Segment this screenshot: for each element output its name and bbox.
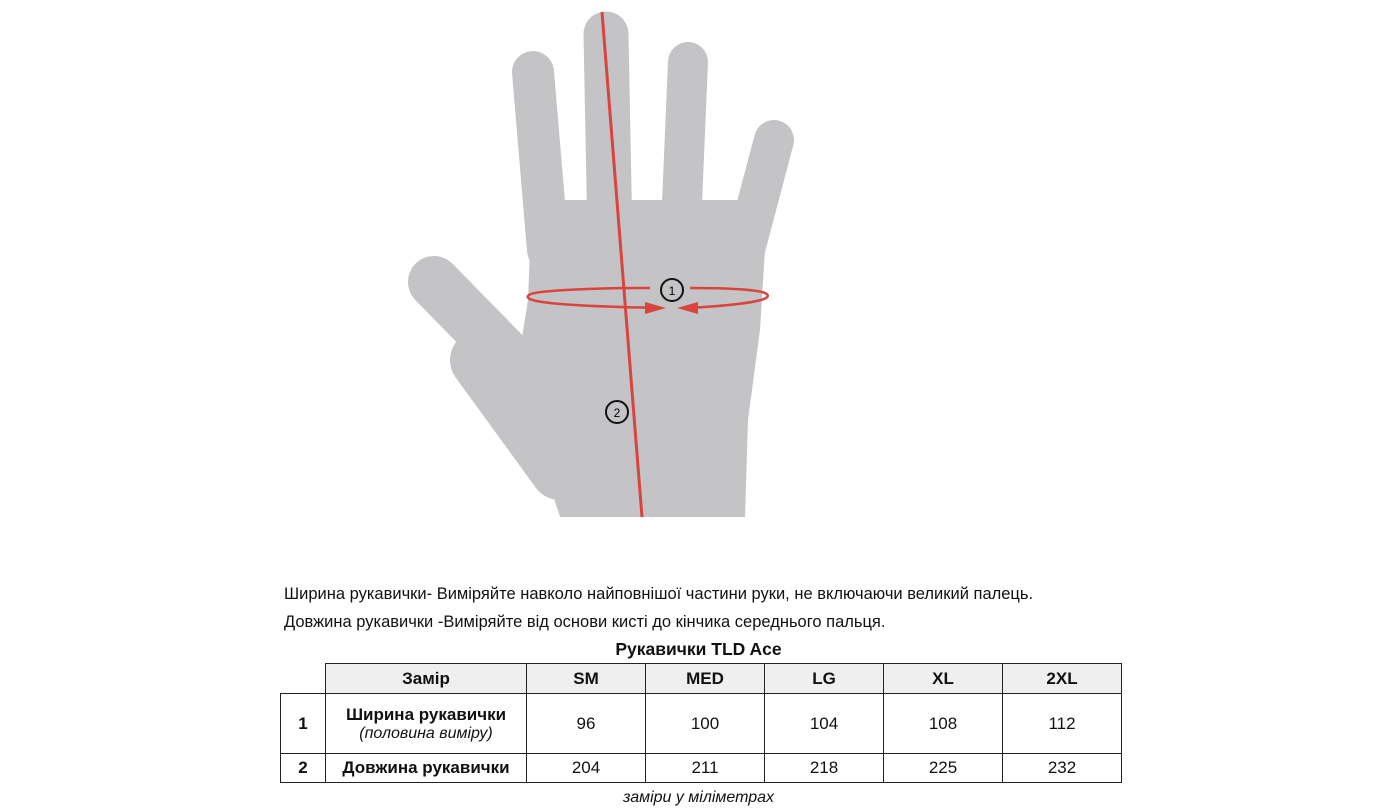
table-cell: 100 (645, 693, 765, 754)
table-cell: 104 (764, 693, 884, 754)
marker-1: 1 (660, 278, 684, 302)
length-measure (600, 11, 644, 518)
header-cell: 2XL (1002, 663, 1122, 694)
header-blank-cell (280, 663, 326, 694)
table-row: 2 Довжина рукавички 204 211 218 225 232 (280, 753, 1122, 783)
table-cell: 204 (526, 753, 646, 783)
table-cell: 112 (1002, 693, 1122, 754)
table-cell: 225 (883, 753, 1003, 783)
header-cell: LG (764, 663, 884, 694)
table-cell: 218 (764, 753, 884, 783)
marker-2: 2 (605, 400, 629, 424)
header-cell: XL (883, 663, 1003, 694)
row-label-main: Ширина рукавички (345, 704, 507, 724)
arrow-left-icon (677, 302, 698, 314)
row-number: 1 (280, 693, 326, 754)
hand-silhouette (408, 11, 794, 517)
row-label: Довжина рукавички (325, 753, 527, 783)
length-instruction: Довжина рукавички -Виміряйте від основи … (284, 613, 886, 631)
svg-text:1: 1 (669, 284, 676, 298)
size-table: Замір SM MED LG XL 2XL 1 Ширина рукавичк… (280, 663, 1122, 783)
svg-text:2: 2 (614, 406, 621, 420)
header-cell: MED (645, 663, 765, 694)
table-row: 1 Ширина рукавички (половина виміру) 96 … (280, 693, 1122, 754)
hand-measurement-diagram: 1 2 (408, 11, 794, 518)
header-cell: Замір (325, 663, 527, 694)
row-label: Ширина рукавички (половина виміру) (325, 693, 527, 754)
table-cell: 211 (645, 753, 765, 783)
table-cell: 232 (1002, 753, 1122, 783)
width-measure (526, 286, 769, 310)
table-header-row: Замір SM MED LG XL 2XL (280, 663, 1122, 694)
width-instruction: Ширина рукавички- Виміряйте навколо найп… (284, 585, 1034, 603)
units-note: заміри у міліметрах (622, 789, 775, 806)
table-cell: 96 (526, 693, 646, 754)
row-label-sub: (половина виміру) (359, 724, 493, 742)
arrow-right-icon (645, 302, 666, 314)
table-title: Рукавички TLD Ace (615, 639, 782, 659)
header-cell: SM (526, 663, 646, 694)
row-number: 2 (280, 753, 326, 783)
table-cell: 108 (883, 693, 1003, 754)
